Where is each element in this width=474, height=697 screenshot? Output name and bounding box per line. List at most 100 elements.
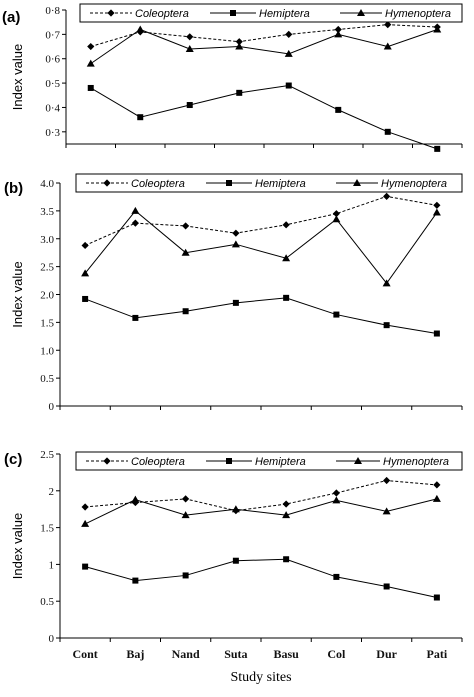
series-line-coleoptera — [90, 24, 438, 48]
data-point-hemiptera — [87, 84, 94, 91]
data-point-hemiptera — [283, 294, 290, 301]
y-tick-label: 2.5 — [40, 449, 54, 461]
data-point-hemiptera — [182, 308, 189, 315]
y-tick-label: 0·6 — [45, 54, 60, 66]
legend: Coleoptera Hemiptera Hymenoptera — [79, 3, 463, 23]
y-axis-title: Index value — [10, 513, 25, 580]
legend-marker-coleoptera — [103, 179, 111, 187]
data-point-coleoptera — [285, 30, 293, 38]
series-line-hemiptera — [84, 558, 437, 599]
y-tick-label: 0·5 — [45, 78, 60, 90]
data-point-hymenoptera — [81, 519, 90, 527]
data-point-hymenoptera — [231, 240, 240, 248]
y-tick-label: 2 — [49, 486, 55, 498]
data-point-hemiptera — [182, 572, 189, 579]
data-point-hymenoptera — [282, 511, 291, 519]
data-point-coleoptera — [433, 201, 441, 209]
data-point-coleoptera — [383, 476, 391, 485]
series-hymenoptera — [86, 25, 442, 67]
data-point-hemiptera — [285, 82, 292, 89]
data-point-hemiptera — [383, 322, 390, 329]
legend-entry-coleoptera: Coleoptera — [131, 456, 185, 468]
data-point-coleoptera — [332, 210, 340, 218]
data-point-hymenoptera — [284, 49, 293, 57]
legend-entry-hymenoptera: Hymenoptera — [385, 8, 451, 20]
legend-entry-hemiptera: Hemiptera — [255, 456, 306, 468]
data-point-hymenoptera — [185, 44, 194, 52]
data-point-hemiptera — [236, 89, 243, 96]
y-tick-label: 2.5 — [40, 262, 54, 274]
series-hymenoptera — [81, 206, 441, 287]
data-point-hemiptera — [132, 314, 139, 321]
series-line-hymenoptera — [84, 498, 437, 525]
series-line-hymenoptera — [90, 28, 438, 65]
data-point-hemiptera — [335, 106, 342, 113]
legend-box — [75, 173, 463, 193]
panel-label: (a) — [2, 9, 20, 26]
data-point-hymenoptera — [136, 25, 145, 33]
data-point-coleoptera — [334, 25, 342, 34]
series-coleoptera — [81, 192, 441, 250]
legend-entry-hemiptera: Hemiptera — [259, 8, 310, 20]
data-point-hemiptera — [433, 594, 440, 601]
data-point-hemiptera — [186, 102, 193, 109]
legend-marker-hymenoptera — [357, 9, 365, 16]
panel-c: 0 0.5 1 1.5 2 2.5 Cont Baj Nand Suta Basu Col Dur Pat… — [4, 449, 463, 685]
data-point-hymenoptera — [332, 496, 341, 504]
data-point-hemiptera — [82, 295, 89, 302]
x-tick-label: Col — [327, 647, 346, 661]
panel-label: (c) — [4, 451, 22, 468]
data-point-hemiptera — [283, 556, 290, 563]
y-tick-label: 1.5 — [40, 523, 54, 535]
series-line-hemiptera — [84, 297, 437, 335]
series-line-hemiptera — [90, 85, 438, 150]
series-line-coleoptera — [84, 195, 437, 246]
y-tick-label: 0·4 — [45, 102, 60, 114]
data-point-coleoptera — [384, 21, 392, 29]
series-hemiptera — [87, 82, 441, 152]
data-point-hymenoptera — [383, 42, 392, 50]
y-tick-label: 0.5 — [40, 596, 54, 608]
legend-marker-hymenoptera — [354, 457, 362, 464]
legend-marker-coleoptera — [103, 457, 111, 465]
data-point-hemiptera — [132, 577, 139, 584]
data-point-hemiptera — [232, 299, 239, 306]
data-point-hemiptera — [232, 557, 239, 564]
legend-box — [75, 451, 463, 471]
data-point-hymenoptera — [332, 215, 341, 223]
series-hymenoptera — [81, 494, 441, 527]
y-tick-label: 3.0 — [40, 234, 54, 246]
series-line-hymenoptera — [84, 210, 438, 285]
data-point-coleoptera — [282, 500, 290, 508]
series-hemiptera — [82, 294, 440, 337]
y-tick-label: 2.0 — [40, 290, 54, 302]
legend: Coleoptera Hemiptera Hymenoptera — [75, 451, 463, 471]
legend-marker-hemiptera — [226, 180, 232, 186]
data-point-hymenoptera — [433, 25, 442, 33]
data-point-hemiptera — [384, 128, 391, 135]
x-tick-label: Dur — [376, 647, 397, 661]
y-tick-label: 3.5 — [40, 206, 54, 218]
data-point-hemiptera — [433, 330, 440, 337]
x-tick-label: Baj — [126, 647, 144, 661]
y-tick-label: 1 — [49, 559, 55, 571]
data-point-hymenoptera — [181, 511, 190, 519]
x-tick-label: Basu — [273, 647, 299, 661]
y-tick-label: 0·3 — [45, 127, 60, 139]
data-point-coleoptera — [131, 219, 139, 227]
panel-label: (b) — [4, 180, 23, 197]
data-point-hymenoptera — [235, 42, 244, 50]
x-axis-title: Study sites — [230, 670, 291, 685]
series-hemiptera — [82, 556, 440, 601]
legend-marker-hemiptera — [230, 10, 236, 16]
y-tick-label: 0 — [49, 633, 55, 645]
data-point-hymenoptera — [282, 254, 291, 262]
data-point-hemiptera — [82, 563, 89, 570]
x-tick-label: Nand — [172, 647, 200, 661]
legend-box — [79, 3, 463, 23]
legend-entry-hymenoptera: Hymenoptera — [381, 178, 447, 190]
data-point-hemiptera — [333, 311, 340, 318]
data-point-hymenoptera — [432, 494, 441, 502]
x-tick-label: Cont — [72, 647, 97, 661]
